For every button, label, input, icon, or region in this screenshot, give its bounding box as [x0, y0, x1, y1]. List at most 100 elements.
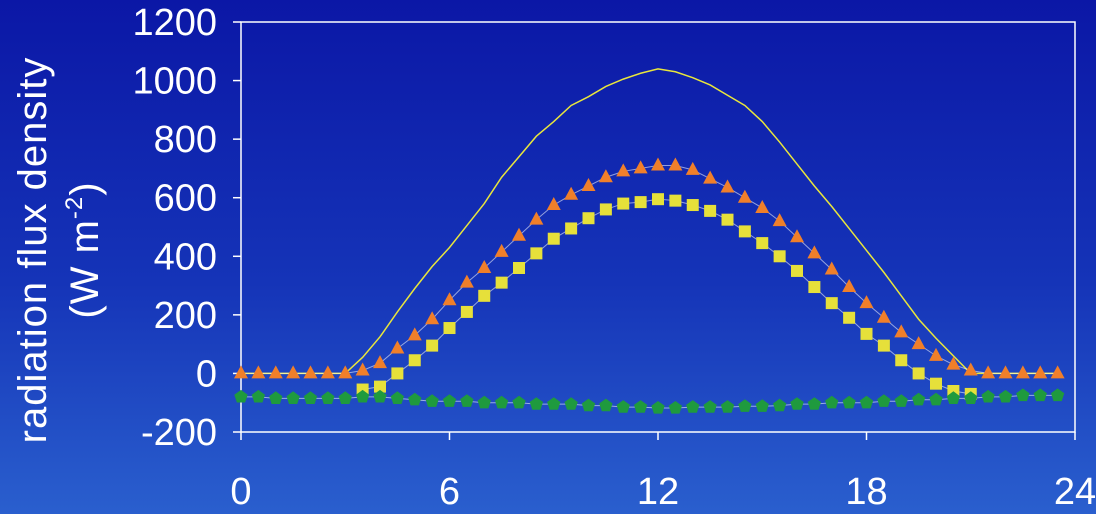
data-point-triangle: [842, 279, 857, 293]
data-point-pentagon: [286, 391, 300, 404]
data-point-triangle: [355, 362, 370, 376]
data-point-triangle: [616, 163, 631, 177]
y-tick-label: 1200: [132, 2, 217, 44]
data-point-triangle: [564, 186, 579, 200]
data-point-square: [860, 327, 873, 340]
y-tick-label: 200: [154, 295, 217, 337]
data-point-triangle: [737, 189, 752, 203]
data-point-pentagon: [825, 395, 839, 409]
y-axis-units-suffix: ): [63, 181, 107, 195]
data-point-pentagon: [564, 397, 578, 410]
data-point-square: [773, 250, 786, 263]
data-point-pentagon: [547, 397, 561, 410]
data-point-triangle: [720, 179, 735, 193]
data-point-pentagon: [703, 400, 717, 413]
data-point-triangle: [477, 260, 492, 273]
data-point-triangle: [1050, 365, 1065, 379]
data-point-square: [877, 339, 890, 352]
data-point-pentagon: [321, 391, 335, 404]
data-point-triangle: [1033, 365, 1048, 379]
data-point-square: [808, 281, 821, 294]
data-point-pentagon: [460, 394, 474, 407]
data-point-triangle: [494, 243, 509, 257]
data-point-pentagon: [234, 389, 248, 403]
data-point-triangle: [859, 295, 874, 309]
data-point-triangle: [876, 309, 891, 323]
data-point-pentagon: [912, 392, 926, 406]
data-point-pentagon: [877, 394, 891, 407]
data-point-triangle: [234, 365, 248, 379]
data-point-square: [634, 196, 647, 209]
data-point-square: [895, 354, 908, 367]
data-point-square: [843, 311, 856, 324]
y-tick-label: 400: [154, 236, 217, 278]
data-point-triangle: [685, 161, 700, 175]
data-point-square: [443, 322, 456, 335]
data-point-triangle: [1015, 365, 1030, 379]
x-tick-label: 18: [845, 471, 887, 513]
data-point-square: [738, 225, 751, 238]
data-point-square: [669, 194, 682, 207]
y-axis-label: radiation flux density: [11, 57, 55, 444]
data-point-pentagon: [998, 389, 1013, 403]
y-axis-units: (W m-2): [61, 181, 107, 318]
data-point-triangle: [442, 292, 457, 306]
data-point-square: [460, 305, 473, 318]
data-point-triangle: [390, 340, 405, 354]
data-point-pentagon: [738, 399, 752, 412]
data-point-triangle: [581, 178, 596, 191]
data-point-pentagon: [773, 398, 787, 412]
data-point-pentagon: [599, 398, 613, 412]
data-point-pentagon: [390, 391, 404, 404]
data-point-pentagon: [269, 391, 283, 404]
data-point-triangle: [807, 245, 822, 259]
data-point-square: [391, 367, 404, 380]
data-point-pentagon: [1016, 388, 1030, 402]
data-point-square: [930, 377, 942, 390]
data-point-pentagon: [668, 401, 682, 414]
data-point-square: [565, 222, 578, 235]
data-point-pentagon: [581, 398, 596, 412]
data-point-triangle: [998, 365, 1013, 379]
data-point-pentagon: [981, 389, 995, 403]
data-point-pentagon: [859, 395, 874, 409]
series-line: [241, 68, 1058, 375]
data-point-pentagon: [251, 389, 265, 403]
data-point-pentagon: [425, 394, 439, 407]
data-point-triangle: [407, 327, 422, 341]
data-point-square: [513, 262, 525, 274]
data-point-square: [721, 213, 734, 226]
data-point-pentagon: [894, 394, 908, 407]
data-point-pentagon: [495, 395, 509, 409]
data-point-triangle: [303, 365, 318, 379]
data-point-triangle: [911, 336, 926, 350]
series-line: [362, 198, 971, 395]
y-axis-units-exponent: -2: [61, 196, 88, 219]
data-point-triangle: [703, 170, 718, 184]
series-1: [241, 68, 1058, 375]
series-line: [241, 165, 1058, 374]
data-point-triangle: [268, 365, 283, 379]
data-point-triangle: [598, 169, 613, 183]
data-point-square: [756, 237, 769, 250]
series-3: [356, 193, 977, 400]
data-point-pentagon: [373, 389, 387, 403]
series-2: [234, 157, 1065, 379]
series-layer: [234, 68, 1065, 414]
data-point-square: [530, 247, 543, 260]
data-point-pentagon: [616, 400, 630, 413]
data-point-triangle: [633, 160, 648, 174]
data-point-pentagon: [408, 392, 422, 406]
series-4: [234, 388, 1065, 414]
y-axis-units-prefix: (W m: [63, 219, 107, 319]
data-point-triangle: [338, 365, 353, 379]
x-tick-label: 12: [637, 471, 679, 513]
data-point-pentagon: [755, 399, 769, 412]
data-point-pentagon: [1033, 388, 1047, 402]
y-tick-label: 1000: [132, 61, 217, 103]
data-point-triangle: [373, 355, 387, 369]
data-point-triangle: [824, 261, 839, 275]
data-point-triangle: [251, 365, 266, 379]
data-point-square: [582, 212, 595, 225]
